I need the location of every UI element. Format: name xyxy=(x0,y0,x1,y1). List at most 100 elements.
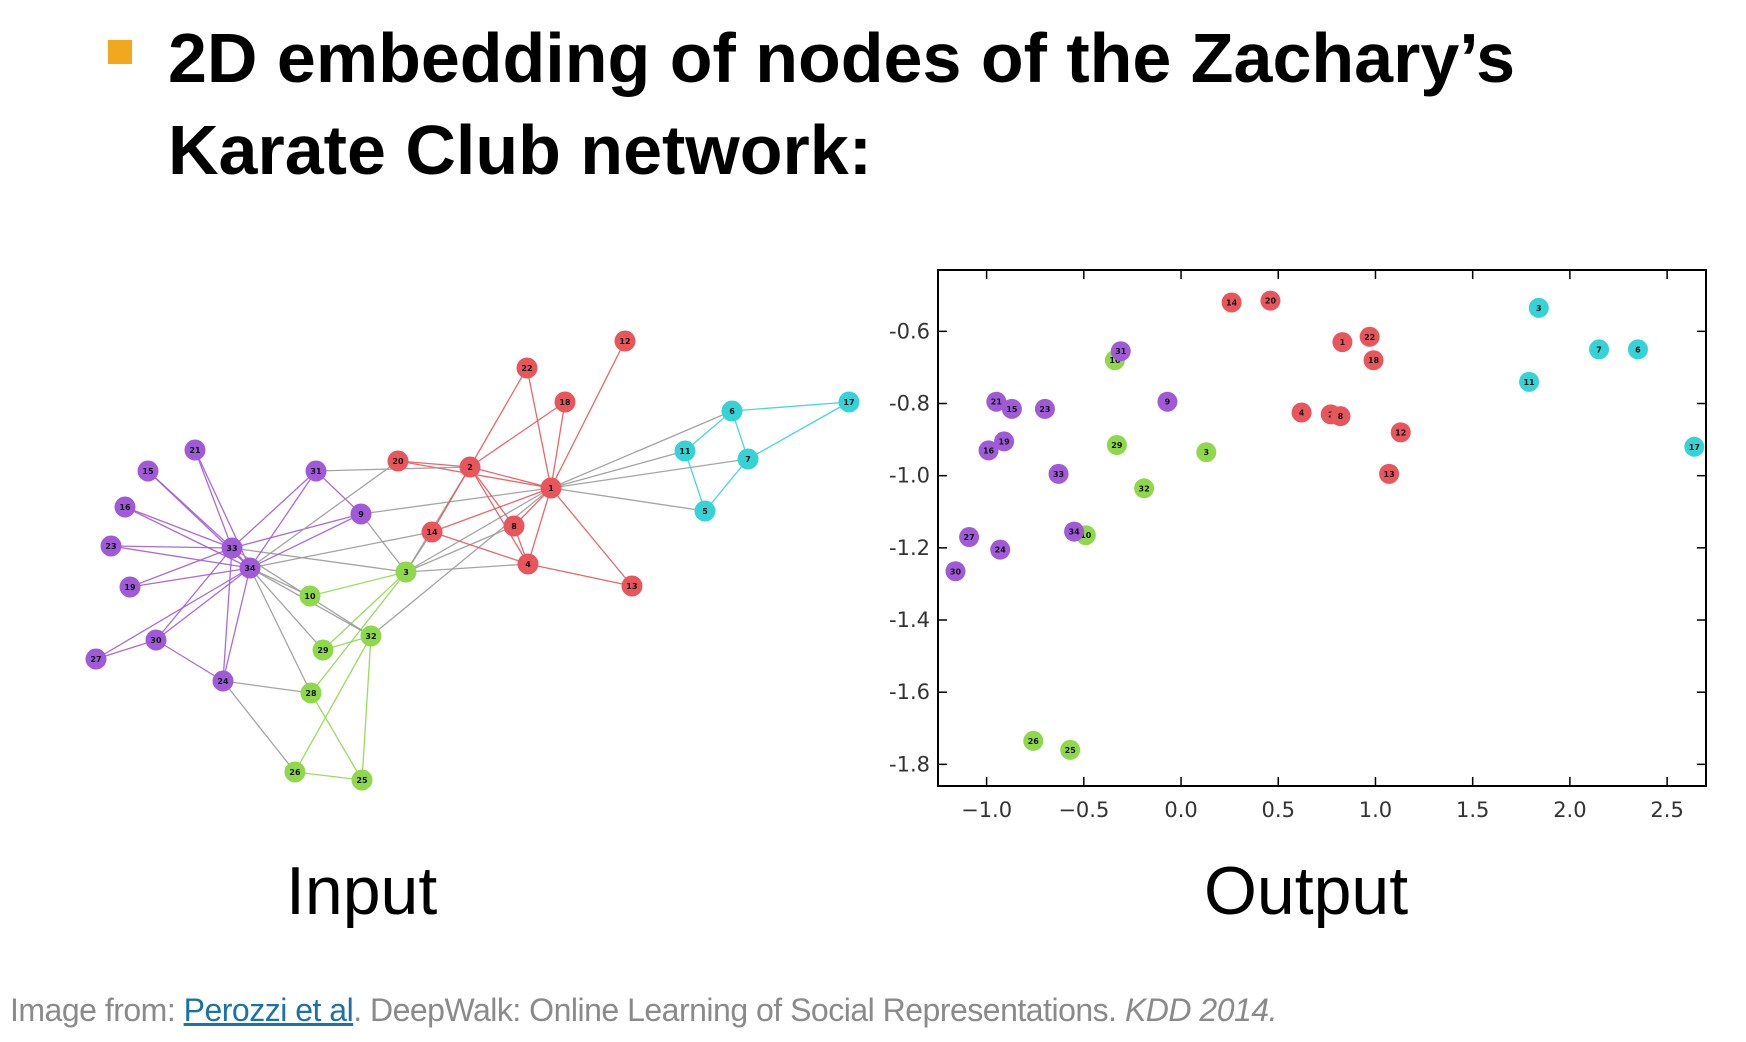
graph-node: 11 xyxy=(674,440,696,462)
graph-edge xyxy=(361,635,372,781)
scatter-point-label: 10 xyxy=(1080,531,1092,540)
graph-edge xyxy=(731,401,850,412)
slide-title-line-2: Karate Club network: xyxy=(168,111,872,189)
graph-edge xyxy=(155,639,224,682)
scatter-point: 3 xyxy=(1196,442,1217,463)
scatter-point: 24 xyxy=(990,539,1011,560)
graph-edge xyxy=(550,450,686,489)
graph-node: 4 xyxy=(517,553,539,575)
graph-node: 25 xyxy=(351,769,373,791)
scatter-point: 32 xyxy=(1134,478,1155,499)
graph-edge xyxy=(360,487,552,515)
graph-edge xyxy=(110,545,233,549)
y-tick-label: -0.6 xyxy=(889,319,930,343)
graph-edge xyxy=(249,531,433,569)
graph-node-label: 15 xyxy=(142,467,154,476)
graph-node-label: 13 xyxy=(626,582,637,591)
graph-node: 13 xyxy=(621,575,643,597)
graph-edge xyxy=(310,692,363,781)
graph-node-label: 17 xyxy=(843,398,854,407)
scatter-point: 8 xyxy=(1330,406,1351,427)
graph-node: 6 xyxy=(721,400,743,422)
graph-edge xyxy=(249,513,362,569)
graph-node: 8 xyxy=(503,515,525,537)
scatter-point-label: 25 xyxy=(1065,746,1077,755)
graph-node-label: 14 xyxy=(426,528,438,537)
graph-edge xyxy=(550,340,626,489)
graph-edge xyxy=(194,449,233,549)
graph-node-label: 16 xyxy=(119,503,131,512)
graph-edge xyxy=(704,458,749,512)
graph-edge xyxy=(222,567,251,682)
graph-node: 27 xyxy=(85,648,107,670)
graph-edge xyxy=(249,567,324,651)
scatter-point: 1 xyxy=(1332,332,1353,353)
graph-edge xyxy=(550,487,633,587)
scatter-point-label: 12 xyxy=(1395,428,1406,437)
graph-node-label: 32 xyxy=(365,632,376,641)
scatter-point-label: 3 xyxy=(1204,448,1210,457)
graph-edge xyxy=(469,466,552,489)
graph-node-label: 21 xyxy=(189,446,201,455)
graph-node: 28 xyxy=(300,682,322,704)
graph-node: 9 xyxy=(350,503,372,525)
x-tick-label: −1.0 xyxy=(961,798,1012,822)
scatter-point-label: 24 xyxy=(995,546,1007,555)
graph-edge xyxy=(747,401,850,460)
graph-node: 24 xyxy=(212,670,234,692)
graph-node-label: 3 xyxy=(403,568,409,577)
output-scatter-plot: −1.0 −0.5 0.0 0.5 1.0 1.5 2.0 2.5 -0.6-0.8-1.0-… xyxy=(889,269,1707,822)
citation-link[interactable]: Perozzi et al xyxy=(183,992,354,1028)
x-axis-ticks: −1.0 −0.5 0.0 0.5 1.0 1.5 2.0 2.5 xyxy=(961,270,1684,822)
graph-edge xyxy=(124,506,233,549)
graph-node-label: 25 xyxy=(356,776,368,785)
graph-edge xyxy=(431,487,552,533)
graph-node: 16 xyxy=(114,496,136,518)
scatter-point: 19 xyxy=(994,431,1015,452)
graph-node: 26 xyxy=(284,761,306,783)
y-axis-ticks: -0.6 -0.8 -1.0 -1.2 -1.4 -1.6 -1.8 xyxy=(889,319,1706,776)
graph-node-label: 12 xyxy=(619,337,630,346)
graph-node-label: 20 xyxy=(392,457,404,466)
scatter-point: 13 xyxy=(1379,463,1400,484)
input-graph-nodes: 1248121314182022567111731025262829329151… xyxy=(85,330,860,791)
scatter-point: 12 xyxy=(1390,422,1411,443)
graph-node-label: 28 xyxy=(305,689,317,698)
graph-node-label: 34 xyxy=(244,564,256,573)
scatter-point-label: 23 xyxy=(1039,405,1050,414)
scatter-point: 3 xyxy=(1528,297,1549,318)
graph-node-label: 7 xyxy=(745,455,751,464)
graph-node: 21 xyxy=(184,439,206,461)
graph-node: 7 xyxy=(737,448,759,470)
graph-node-label: 29 xyxy=(317,646,329,655)
graph-node-label: 11 xyxy=(679,447,691,456)
graph-node: 32 xyxy=(360,625,382,647)
graph-edge xyxy=(526,367,552,489)
scatter-point-label: 32 xyxy=(1139,484,1150,493)
slide-title: 2D embedding of nodes of the Zachary’s K… xyxy=(168,12,1728,196)
graph-edge xyxy=(222,547,233,682)
graph-edge xyxy=(155,547,233,641)
graph-node-label: 6 xyxy=(729,407,735,416)
y-tick-label: -1.2 xyxy=(889,536,930,560)
graph-edge xyxy=(550,401,566,489)
graph-edge xyxy=(222,680,312,694)
x-tick-label: 0.5 xyxy=(1262,798,1295,822)
y-tick-label: -1.4 xyxy=(889,608,930,632)
scatter-point: 20 xyxy=(1260,290,1281,311)
graph-edge xyxy=(249,460,399,569)
graph-edge xyxy=(222,680,296,773)
graph-edge xyxy=(95,567,251,660)
graph-edge xyxy=(431,531,529,565)
x-tick-label: 2.0 xyxy=(1553,798,1586,822)
x-tick-label: 0.0 xyxy=(1164,798,1197,822)
scatter-point: 15 xyxy=(1001,398,1022,419)
scatter-point: 9 xyxy=(1157,391,1178,412)
graph-node: 22 xyxy=(516,357,538,379)
graph-node: 31 xyxy=(305,460,327,482)
scatter-point: 34 xyxy=(1064,521,1085,542)
graph-edge xyxy=(310,571,407,694)
scatter-point-label: 16 xyxy=(1109,356,1121,365)
graph-node: 19 xyxy=(119,576,141,598)
graph-edge xyxy=(370,487,552,637)
